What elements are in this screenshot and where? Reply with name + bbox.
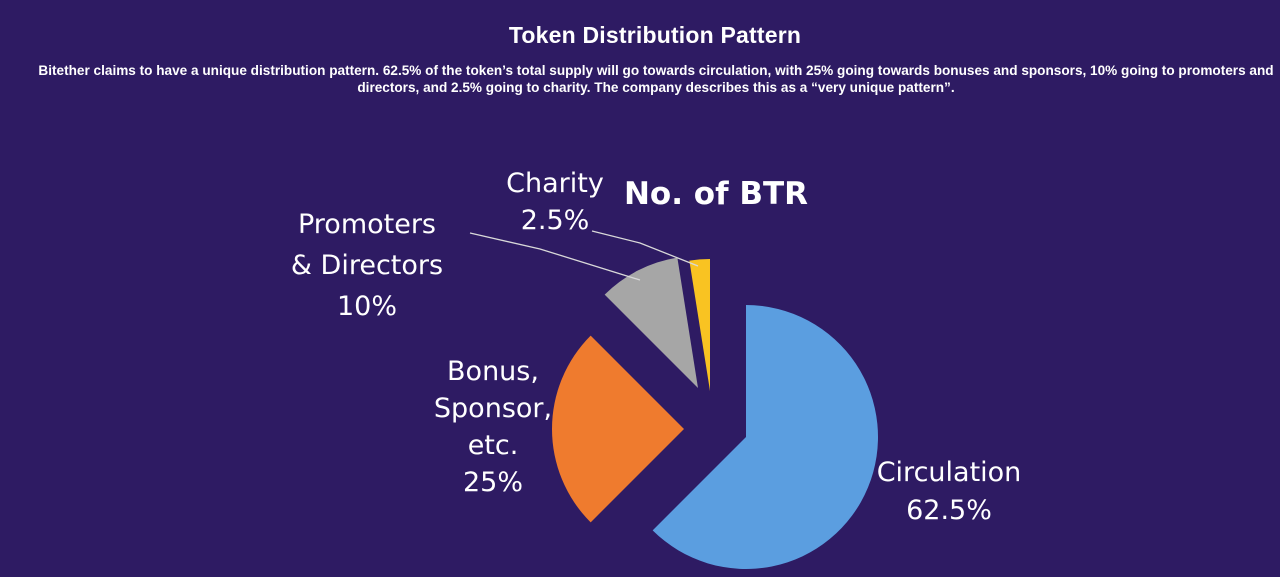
- page-title: Token Distribution Pattern: [508, 22, 802, 48]
- slice-label-line: Charity: [506, 168, 604, 199]
- slice-label-line: etc.: [468, 430, 519, 461]
- page-description: Bitether claims to have a unique distrib…: [38, 63, 1274, 95]
- pie-slices: [552, 257, 879, 569]
- slice-label-line: 10%: [337, 291, 397, 322]
- pie-slice-charity: [689, 259, 710, 391]
- pie-slice-promoters-directors: [604, 257, 698, 388]
- slice-label-charity: Charity 2.5%: [506, 168, 604, 236]
- pie-slice-circulation: [652, 305, 879, 569]
- slice-label-promoters-directors: Promoters & Directors 10%: [291, 209, 443, 322]
- slice-label-line: 2.5%: [521, 205, 590, 236]
- slice-label-line: Promoters: [298, 209, 436, 240]
- slice-label-bonus-sponsor-etc: Bonus, Sponsor, etc. 25%: [434, 356, 552, 498]
- leader-line: [469, 232, 641, 281]
- pie-slice-bonus-sponsor-etc: [552, 335, 684, 523]
- leader-line: [591, 230, 699, 267]
- slice-label-line: Circulation: [877, 457, 1022, 488]
- slice-label-line: 25%: [463, 467, 523, 498]
- slice-labels: Circulation 62.5% Bonus, Sponsor, etc. 25% Pro…: [291, 168, 1021, 526]
- slice-label-circulation: Circulation 62.5%: [877, 457, 1022, 526]
- chart-title: No. of BTR: [624, 176, 808, 212]
- slice-label-line: 62.5%: [906, 495, 992, 526]
- leader-lines: [469, 230, 699, 281]
- slice-label-line: Bonus,: [447, 356, 539, 387]
- slice-label-line: & Directors: [291, 250, 443, 281]
- slice-label-line: Sponsor,: [434, 393, 552, 424]
